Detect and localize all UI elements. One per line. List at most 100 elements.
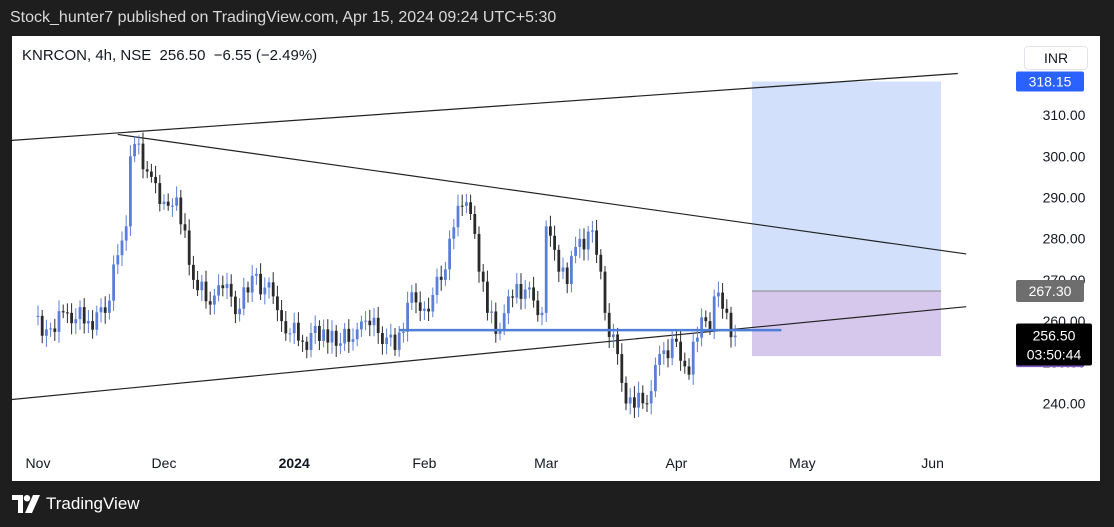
candle xyxy=(267,282,271,288)
candle xyxy=(263,287,267,295)
candle xyxy=(620,354,624,383)
symbol-info: KNRCON, 4h, NSE 256.50 −6.55 (−2.49%) xyxy=(22,47,318,64)
candle xyxy=(599,254,603,272)
price-chart[interactable]: 240.00250.00260.00270.00280.00290.00300.… xyxy=(12,36,1100,481)
footer: TradingView xyxy=(12,494,140,514)
candle xyxy=(204,281,208,302)
candle xyxy=(309,333,313,350)
candle xyxy=(658,354,661,365)
candle xyxy=(603,271,607,313)
candle xyxy=(166,201,170,206)
candle xyxy=(343,328,346,344)
candle xyxy=(49,328,52,330)
candle xyxy=(389,334,393,338)
candle xyxy=(292,322,296,334)
candle xyxy=(74,319,78,324)
candle xyxy=(729,312,733,338)
target-price-label: 318.15 xyxy=(1029,74,1072,90)
candle xyxy=(196,279,199,291)
candle xyxy=(691,341,695,375)
candle xyxy=(553,235,556,250)
last-price-label: 256.50 xyxy=(1033,328,1076,344)
candle xyxy=(57,311,61,332)
candle xyxy=(502,313,506,330)
x-tick-label: Mar xyxy=(534,455,558,471)
candle xyxy=(238,308,241,315)
candle xyxy=(145,169,149,172)
candle xyxy=(225,283,229,289)
candle xyxy=(368,320,372,326)
candle xyxy=(523,289,527,299)
candle xyxy=(612,334,615,337)
candle xyxy=(158,183,162,204)
candle xyxy=(36,315,40,317)
trendline-descending xyxy=(117,133,967,255)
candle xyxy=(175,197,178,206)
candle xyxy=(129,156,132,227)
candle xyxy=(326,329,330,343)
last-price-label-bg xyxy=(1016,323,1092,366)
candle xyxy=(708,321,712,330)
x-tick-label: Jun xyxy=(921,455,944,471)
candle xyxy=(179,197,183,225)
candle xyxy=(284,321,288,334)
candle xyxy=(536,300,540,316)
candle xyxy=(217,285,220,296)
candle xyxy=(654,364,657,392)
candle xyxy=(586,231,590,250)
trendline-rising-support xyxy=(12,306,967,401)
target-price-label-bg xyxy=(1016,71,1084,92)
candle xyxy=(154,176,157,184)
y-tick-label: 310.00 xyxy=(1043,107,1086,123)
candle xyxy=(318,325,321,341)
candle xyxy=(208,301,212,305)
candle xyxy=(481,271,485,282)
candle xyxy=(649,391,653,404)
candle xyxy=(494,311,498,334)
candle xyxy=(397,332,401,350)
candle xyxy=(578,238,582,247)
candle xyxy=(259,273,262,295)
candle xyxy=(255,273,258,276)
candle xyxy=(645,403,649,405)
candle xyxy=(666,350,670,359)
candle xyxy=(721,292,724,309)
x-tick-label: Feb xyxy=(412,455,436,471)
candle xyxy=(725,308,729,313)
candle xyxy=(423,308,426,311)
candle xyxy=(87,321,90,324)
candle xyxy=(670,338,674,359)
candle xyxy=(469,202,472,214)
x-tick-label: Nov xyxy=(26,455,51,471)
candle xyxy=(339,343,342,346)
candle xyxy=(183,224,187,231)
candle xyxy=(704,317,708,322)
candle xyxy=(477,233,481,272)
candle xyxy=(607,312,611,337)
candle xyxy=(431,294,435,312)
candle xyxy=(187,230,191,265)
candle xyxy=(582,238,586,250)
candle xyxy=(91,321,94,330)
candle xyxy=(250,275,254,293)
chart-panel[interactable]: 240.00250.00260.00270.00280.00290.00300.… xyxy=(12,36,1100,481)
candle xyxy=(460,205,464,207)
candle xyxy=(45,329,48,336)
candle xyxy=(439,276,443,280)
currency-button[interactable]: INR xyxy=(1024,46,1088,70)
y-tick-label: 290.00 xyxy=(1043,190,1086,206)
candle xyxy=(200,281,204,291)
y-tick-label: 280.00 xyxy=(1043,231,1086,247)
candle xyxy=(540,312,544,316)
y-tick-label: 240.00 xyxy=(1043,396,1086,412)
candle xyxy=(372,317,376,326)
trendline-upper-resistance xyxy=(12,72,958,141)
candle xyxy=(355,329,359,340)
candle xyxy=(297,322,300,341)
candle xyxy=(351,339,355,342)
candle xyxy=(78,307,82,320)
candle xyxy=(528,287,531,290)
candle xyxy=(61,311,65,313)
candle xyxy=(452,227,456,239)
candle xyxy=(229,283,233,297)
